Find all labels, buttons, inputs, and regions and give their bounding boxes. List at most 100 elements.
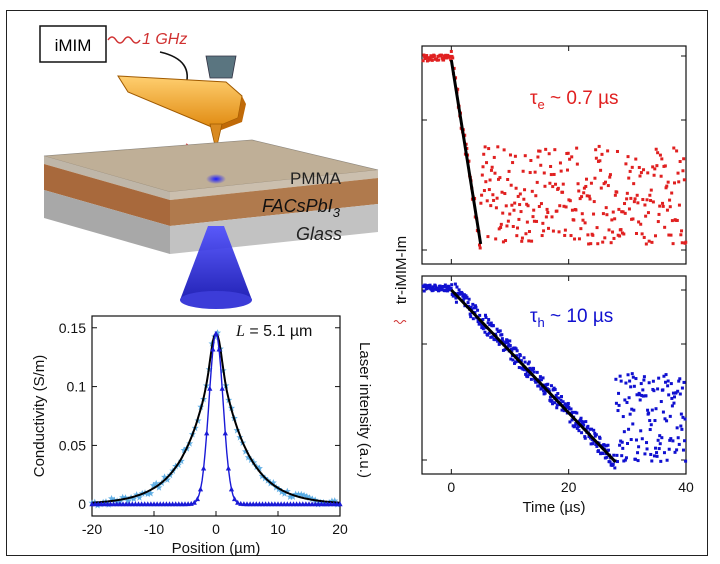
data-point [664,380,668,384]
data-point-star [331,497,339,505]
data-point-triangle [213,330,219,336]
data-point [658,153,662,157]
data-point [648,419,652,423]
data-point [575,146,579,150]
data-point [580,212,584,216]
data-point [520,239,524,243]
data-point [644,394,648,398]
data-point [440,56,444,60]
data-point [422,289,426,293]
data-point [637,165,641,169]
data-point [654,147,658,151]
data-point [613,466,617,470]
data-point [513,361,517,365]
glass-front-left [44,190,170,254]
data-point [593,176,597,180]
data-point [637,220,641,224]
data-point [601,451,605,455]
data-point [550,399,554,403]
data-point [629,438,633,442]
data-point-star [241,447,249,455]
data-point-triangle [210,346,216,352]
data-point [622,459,626,463]
data-point [681,448,685,452]
data-point [514,186,518,190]
data-point [599,186,603,190]
data-point-star [328,497,336,505]
perovskite-front-left [44,164,170,226]
data-point-triangle [201,465,207,471]
probe-cantilever-icon [117,75,243,129]
hole-lifetime-label: τh ~ 10 µs [530,306,613,330]
data-point-triangle [216,346,222,352]
data-point [500,337,504,341]
data-point [621,446,625,450]
data-point [457,288,461,292]
data-point [523,154,527,158]
data-point [623,398,627,402]
data-point [615,460,619,464]
data-point [522,356,526,360]
data-point [621,415,625,419]
data-point [454,300,458,304]
data-point [508,339,512,343]
data-point [655,164,659,168]
data-point [479,201,483,205]
data-point [480,193,484,197]
data-point [624,456,628,460]
data-point [489,335,493,339]
data-point [425,54,429,58]
conductivity-y-label: Conductivity (S/m) [31,355,48,478]
data-point [657,447,661,451]
data-point [681,169,685,173]
data-point [588,197,592,201]
data-point [655,454,659,458]
x-tick-label: 0 [212,521,220,537]
data-point [632,384,636,388]
data-point [607,228,611,232]
data-point [615,453,619,457]
data-point [493,338,497,342]
data-point [666,180,670,184]
data-point [608,173,612,177]
data-point [589,436,593,440]
data-point [561,190,565,194]
data-point [591,233,595,237]
data-point [449,286,453,290]
data-point [539,202,543,206]
data-point [679,412,683,416]
electron-lifetime-label: τe ~ 0.7 µs [530,88,619,112]
data-point [517,356,521,360]
data-point [591,442,595,446]
data-point [497,330,501,334]
data-point [503,348,507,352]
data-point [642,375,646,379]
x-tick-label: 20 [332,521,348,537]
data-point [580,195,584,199]
data-point [549,384,553,388]
data-point [576,425,580,429]
data-point [480,326,484,330]
data-point [628,169,632,173]
data-point [566,403,570,407]
data-point [632,408,636,412]
data-point [669,233,673,237]
data-point [583,436,587,440]
data-point [526,362,530,366]
data-point [494,206,498,210]
data-point [499,222,503,226]
x-tick-label: -20 [82,521,102,537]
data-point [625,191,629,195]
data-point [672,146,676,150]
data-point-triangle [232,496,238,502]
data-point [545,207,549,211]
data-point [654,407,658,411]
data-point [617,391,621,395]
data-point [682,178,686,182]
data-point [462,293,466,297]
conductivity-x-label: Position (µm) [172,540,261,557]
data-point [551,185,555,189]
data-point [618,374,622,378]
data-point [574,421,578,425]
